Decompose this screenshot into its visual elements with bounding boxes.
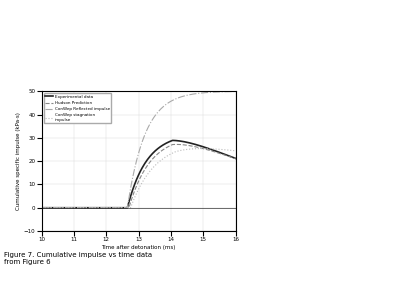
Hudson Prediction — [203, 147, 208, 151]
Experimental data — [203, 146, 208, 150]
Line: ConWep stagnation
impulse: ConWep stagnation impulse — [42, 149, 236, 208]
Line: ConWep Reflected impulse: ConWep Reflected impulse — [42, 92, 236, 208]
ConWep stagnation
impulse — [216, 147, 221, 151]
ConWep stagnation
impulse — [233, 149, 238, 153]
Line: Hudson Prediction: Hudson Prediction — [42, 144, 236, 208]
Y-axis label: Cumulative specific impulse (kPa·s): Cumulative specific impulse (kPa·s) — [16, 112, 21, 210]
ConWep stagnation
impulse — [158, 159, 163, 163]
Line: Experimental data: Experimental data — [42, 140, 236, 208]
ConWep stagnation
impulse — [154, 162, 159, 166]
ConWep Reflected impulse — [203, 91, 208, 95]
Hudson Prediction — [40, 206, 45, 209]
Hudson Prediction — [158, 150, 163, 154]
ConWep stagnation
impulse — [203, 147, 208, 150]
Experimental data — [155, 147, 160, 151]
ConWep Reflected impulse — [215, 90, 220, 94]
Hudson Prediction — [174, 143, 179, 146]
Experimental data — [39, 206, 44, 209]
Hudson Prediction — [155, 153, 160, 156]
ConWep stagnation
impulse — [199, 147, 204, 150]
ConWep Reflected impulse — [154, 112, 159, 116]
ConWep stagnation
impulse — [155, 162, 160, 165]
ConWep stagnation
impulse — [40, 206, 45, 209]
ConWep Reflected impulse — [158, 108, 163, 111]
ConWep Reflected impulse — [40, 206, 45, 209]
Hudson Prediction — [233, 157, 238, 161]
Experimental data — [216, 150, 221, 154]
Hudson Prediction — [39, 206, 44, 209]
ConWep Reflected impulse — [155, 111, 160, 115]
Experimental data — [170, 139, 175, 142]
Experimental data — [40, 206, 45, 209]
ConWep Reflected impulse — [233, 90, 238, 93]
X-axis label: Time after detonation (ms): Time after detonation (ms) — [101, 245, 176, 250]
Text: Figure 7. Cumulative impulse vs time data
from Figure 6: Figure 7. Cumulative impulse vs time dat… — [4, 252, 152, 265]
Hudson Prediction — [216, 151, 221, 155]
Hudson Prediction — [154, 153, 159, 157]
Experimental data — [233, 157, 238, 160]
ConWep Reflected impulse — [39, 206, 44, 209]
Experimental data — [154, 148, 159, 152]
Legend: Experimental data, Hudson Prediction, ConWep Reflected impulse, ConWep stagnatio: Experimental data, Hudson Prediction, Co… — [44, 93, 111, 123]
ConWep stagnation
impulse — [39, 206, 44, 209]
Experimental data — [158, 145, 163, 149]
